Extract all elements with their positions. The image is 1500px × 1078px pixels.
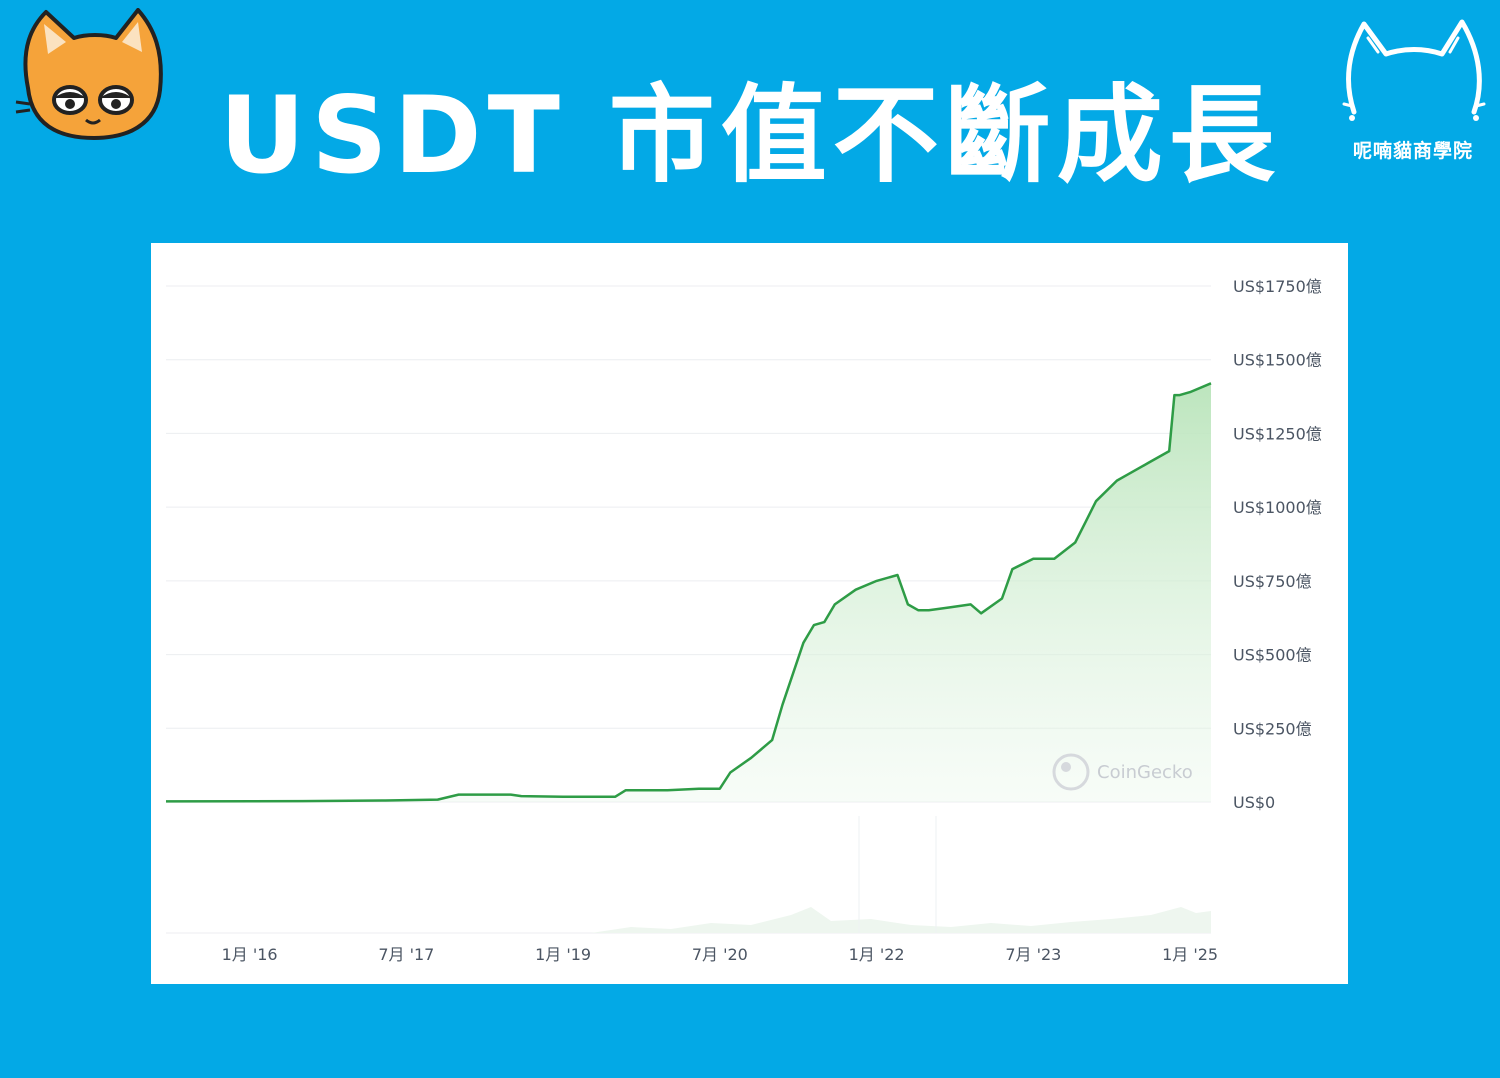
y-tick-label: US$1250億: [1233, 424, 1322, 443]
x-tick-label: 1月 '19: [535, 945, 591, 964]
watermark-text: CoinGecko: [1097, 762, 1193, 783]
x-tick-label: 1月 '25: [1162, 945, 1218, 964]
white-cat-outline-icon: [1342, 19, 1486, 121]
x-tick-label: 1月 '16: [222, 945, 278, 964]
y-tick-label: US$1750億: [1233, 277, 1322, 296]
chart-card: US$0 US$250億 US$500億 US$750億 US$1000億 US$1250…: [151, 243, 1348, 984]
x-tick-label: 7月 '20: [692, 945, 748, 964]
orange-cat-face-icon: [14, 8, 174, 144]
y-tick-label: US$1500億: [1233, 351, 1322, 370]
volume-area: [591, 907, 1211, 933]
y-tick-label: US$750億: [1233, 572, 1312, 591]
y-tick-label: US$500億: [1233, 646, 1312, 665]
x-tick-label: 7月 '23: [1005, 945, 1061, 964]
x-tick-label: 1月 '22: [849, 945, 905, 964]
x-tick-label: 7月 '17: [378, 945, 434, 964]
y-tick-label: US$0: [1233, 793, 1275, 812]
y-tick-label: US$250億: [1233, 719, 1312, 738]
market-cap-line: [165, 382, 1212, 803]
coingecko-watermark: CoinGecko: [1052, 753, 1193, 791]
brand-name: 呢喃貓商學院: [1352, 140, 1473, 162]
y-tick-label: US$1000億: [1233, 498, 1322, 517]
page-title: USDT 市值不斷成長: [219, 74, 1281, 197]
usdt-market-cap-chart: US$0 US$250億 US$500億 US$750億 US$1000億 US$1250…: [165, 277, 1322, 964]
market-cap-area: [166, 383, 1211, 802]
brand-logo: 呢喃貓商學院: [1338, 12, 1488, 162]
